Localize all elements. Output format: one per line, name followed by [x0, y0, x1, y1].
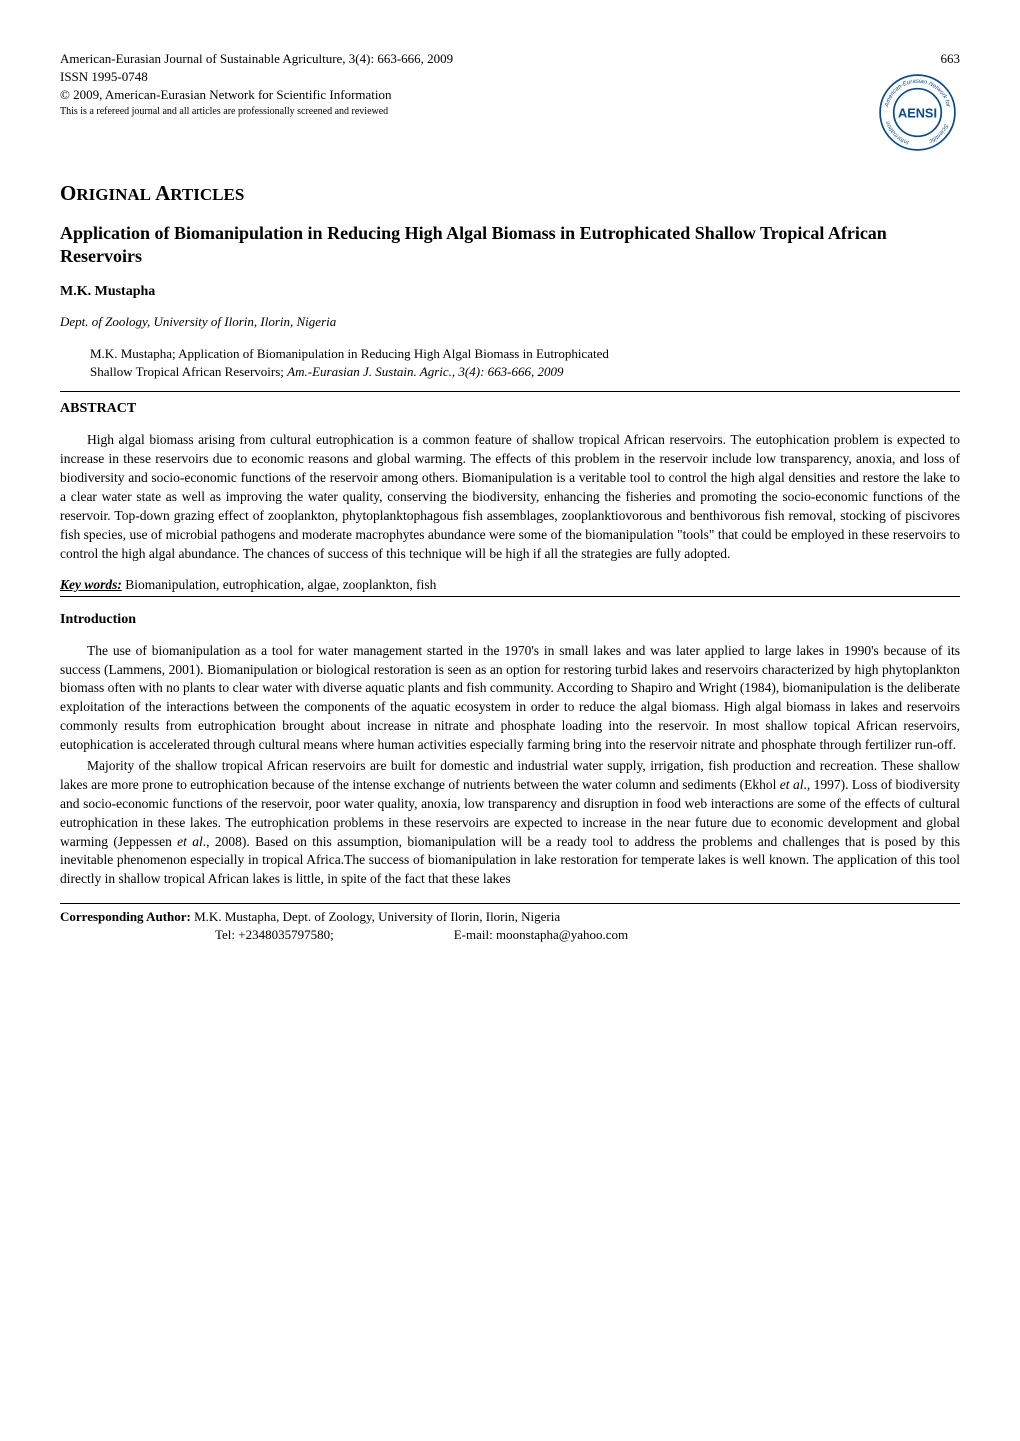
section-riginal: RIGINAL [76, 185, 151, 204]
journal-title-line: American-Eurasian Journal of Sustainable… [60, 50, 865, 68]
abstract-heading: ABSTRACT [60, 400, 960, 419]
p2-etal-2: et al [177, 834, 203, 849]
journal-header: American-Eurasian Journal of Sustainable… [60, 50, 865, 119]
section-rticles: RTICLES [170, 185, 244, 204]
keywords-label: Key words: [60, 577, 122, 592]
author-affiliation: Dept. of Zoology, University of Ilorin, … [60, 313, 960, 331]
referee-note: This is a refereed journal and all artic… [60, 105, 865, 119]
footer-divider [60, 903, 960, 904]
logo-inner-text: AENSI [898, 105, 937, 120]
article-title: Application of Biomanipulation in Reduci… [60, 222, 960, 269]
intro-para-1: The use of biomanipulation as a tool for… [60, 642, 960, 755]
header-row: American-Eurasian Journal of Sustainable… [60, 50, 960, 161]
citation-box: M.K. Mustapha; Application of Biomanipul… [90, 345, 960, 381]
citation-line2: Shallow Tropical African Reservoirs; Am.… [90, 363, 960, 381]
issn-line: ISSN 1995-0748 [60, 68, 865, 86]
corr-tel: Tel: +2348035797580; [215, 926, 334, 944]
corresponding-author: Corresponding Author: M.K. Mustapha, Dep… [60, 908, 960, 944]
svg-text:Scientific: Scientific [928, 122, 949, 143]
corr-email: E-mail: moonstapha@yahoo.com [454, 926, 628, 944]
copyright-line: © 2009, American-Eurasian Network for Sc… [60, 86, 865, 104]
keywords-text: Biomanipulation, eutrophication, algae, … [122, 577, 437, 592]
abstract-body: High algal biomass arising from cultural… [60, 431, 960, 563]
p2-etal-1: et al [780, 777, 804, 792]
author-name: M.K. Mustapha [60, 283, 960, 302]
logo-text-left: Information [885, 119, 910, 144]
corr-line1: M.K. Mustapha, Dept. of Zoology, Univers… [191, 909, 560, 924]
divider-top [60, 391, 960, 392]
aensi-logo: American-Eurasian Network for Scientific… [875, 70, 960, 155]
citation-line1: M.K. Mustapha; Application of Biomanipul… [90, 345, 960, 363]
section-heading: ORIGINAL ARTICLES [60, 179, 960, 207]
page-number: 663 [865, 50, 960, 68]
corr-label: Corresponding Author: [60, 909, 191, 924]
citation-journal: Am.-Eurasian J. Sustain. Agric., 3(4): 6… [287, 364, 563, 379]
logo-area: 663 American-Eurasian Network for Scient… [865, 50, 960, 161]
logo-text-right: Scientific [928, 122, 949, 143]
intro-para-2: Majority of the shallow tropical African… [60, 757, 960, 889]
introduction-heading: Introduction [60, 611, 960, 630]
section-big-a: A [155, 181, 170, 205]
keywords-row: Key words: Biomanipulation, eutrophicati… [60, 576, 960, 597]
svg-text:Information: Information [885, 119, 910, 144]
section-big-o: O [60, 181, 76, 205]
citation-pre: Shallow Tropical African Reservoirs; [90, 364, 287, 379]
